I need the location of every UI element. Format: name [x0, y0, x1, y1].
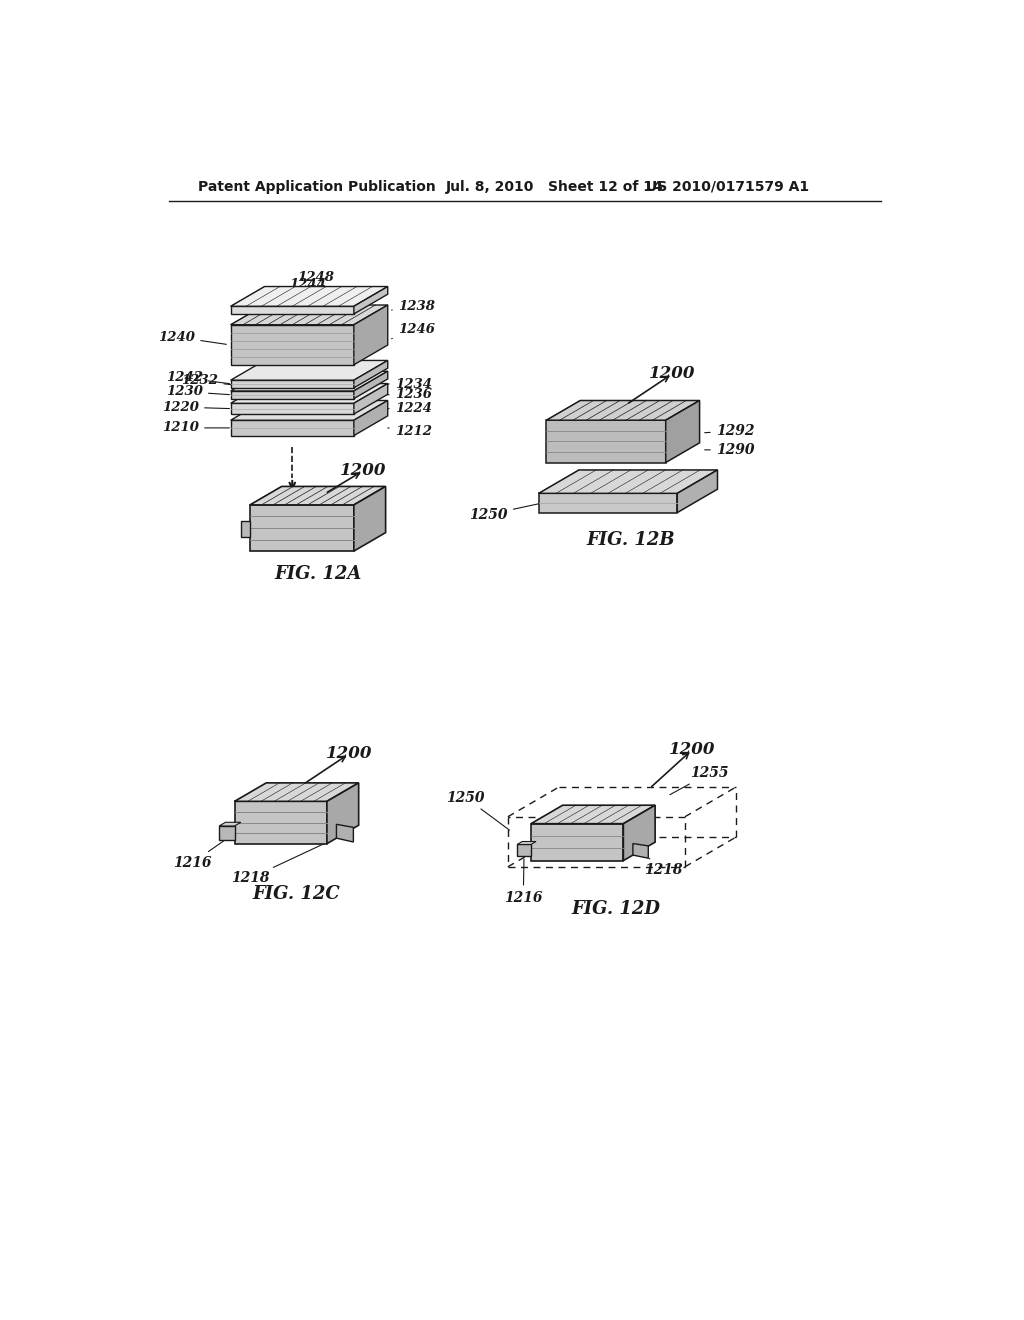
Text: 1218: 1218 — [643, 853, 683, 878]
Text: US 2010/0171579 A1: US 2010/0171579 A1 — [646, 180, 810, 194]
Polygon shape — [624, 805, 655, 861]
Text: 1246: 1246 — [391, 323, 435, 339]
Text: 1212: 1212 — [388, 425, 432, 438]
Polygon shape — [230, 286, 388, 306]
Text: 1200: 1200 — [649, 366, 696, 383]
Polygon shape — [234, 801, 327, 843]
Polygon shape — [230, 420, 354, 436]
Polygon shape — [230, 400, 388, 420]
Polygon shape — [230, 391, 354, 399]
Polygon shape — [531, 805, 655, 824]
Polygon shape — [230, 325, 354, 364]
Text: 1220: 1220 — [162, 400, 229, 413]
Polygon shape — [354, 487, 386, 552]
Text: FIG. 12B: FIG. 12B — [587, 531, 676, 549]
Text: Patent Application Publication: Patent Application Publication — [199, 180, 436, 194]
Polygon shape — [234, 783, 358, 801]
Polygon shape — [517, 842, 536, 845]
Text: 1232: 1232 — [181, 375, 236, 388]
Text: 1290: 1290 — [705, 442, 755, 457]
Text: FIG. 12A: FIG. 12A — [274, 565, 361, 583]
Text: 1242: 1242 — [166, 371, 229, 384]
Polygon shape — [230, 380, 354, 388]
Polygon shape — [354, 384, 388, 414]
Text: 1230: 1230 — [166, 385, 229, 399]
Polygon shape — [547, 420, 666, 462]
Polygon shape — [539, 494, 677, 512]
Polygon shape — [250, 487, 386, 506]
Polygon shape — [354, 305, 388, 364]
Polygon shape — [230, 404, 354, 414]
Polygon shape — [531, 824, 624, 861]
Polygon shape — [677, 470, 718, 512]
Polygon shape — [230, 371, 388, 391]
Polygon shape — [633, 843, 648, 858]
Polygon shape — [539, 470, 718, 494]
Text: 1292: 1292 — [705, 424, 755, 438]
Text: 1234: 1234 — [388, 378, 432, 391]
Polygon shape — [230, 384, 388, 404]
Polygon shape — [354, 360, 388, 388]
Text: 1255: 1255 — [670, 766, 729, 795]
Text: 1244: 1244 — [287, 277, 327, 313]
Text: 1218: 1218 — [230, 836, 342, 886]
Text: 1250: 1250 — [446, 791, 510, 830]
Polygon shape — [354, 371, 388, 399]
Polygon shape — [354, 286, 388, 314]
Text: 1216: 1216 — [173, 838, 228, 870]
Text: 1238: 1238 — [391, 300, 435, 313]
Polygon shape — [230, 305, 388, 325]
Text: 1240: 1240 — [159, 330, 226, 345]
Text: FIG. 12D: FIG. 12D — [571, 900, 660, 919]
Text: 1200: 1200 — [326, 746, 373, 762]
Text: 1216: 1216 — [504, 859, 543, 904]
Text: FIG. 12C: FIG. 12C — [252, 884, 340, 903]
Polygon shape — [547, 400, 699, 420]
Polygon shape — [250, 506, 354, 552]
Text: 1200: 1200 — [669, 742, 716, 759]
Text: 1248: 1248 — [298, 271, 335, 298]
Text: Jul. 8, 2010   Sheet 12 of 14: Jul. 8, 2010 Sheet 12 of 14 — [446, 180, 664, 194]
Text: 1236: 1236 — [388, 388, 432, 401]
Text: 1210: 1210 — [162, 421, 229, 434]
Text: 1250: 1250 — [469, 503, 540, 521]
Polygon shape — [337, 824, 353, 842]
Polygon shape — [666, 400, 699, 462]
Text: 1224: 1224 — [388, 403, 432, 416]
Polygon shape — [517, 845, 531, 857]
Polygon shape — [230, 360, 388, 380]
Polygon shape — [327, 783, 358, 843]
Polygon shape — [230, 306, 354, 314]
Polygon shape — [354, 400, 388, 436]
Polygon shape — [219, 826, 234, 840]
Polygon shape — [241, 521, 250, 537]
Text: 1200: 1200 — [340, 462, 387, 479]
Polygon shape — [219, 822, 241, 826]
